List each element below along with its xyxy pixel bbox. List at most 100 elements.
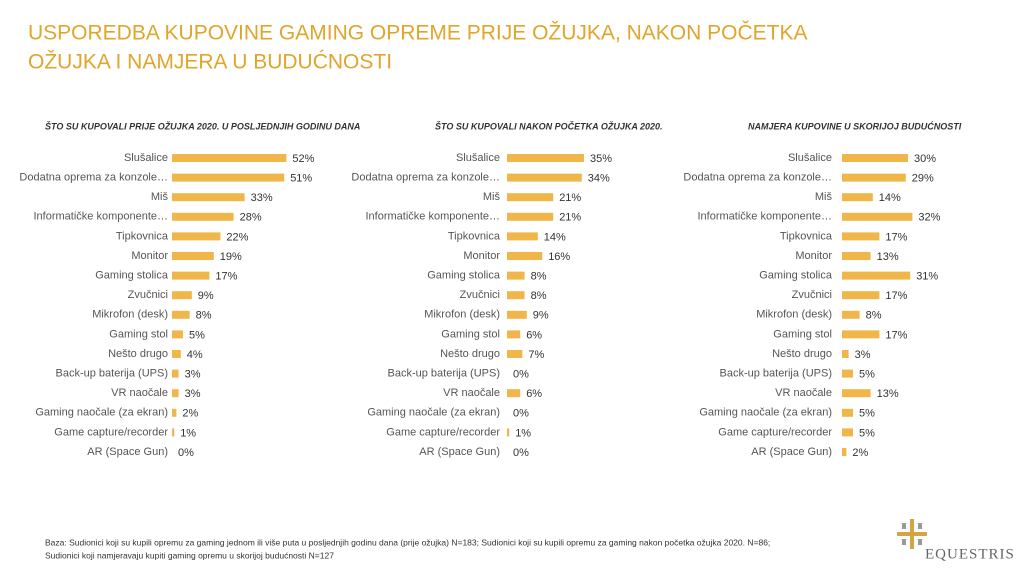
category-label: Back-up baterija (UPS) [56,368,169,380]
value-label: 51% [290,173,312,185]
category-label: Dodatna oprema za konzole… [19,172,168,184]
value-label: 13% [877,251,899,263]
category-label: Miš [815,191,833,203]
category-label: Miš [151,191,169,203]
category-label: Gaming stolica [427,270,501,282]
value-label: 33% [251,192,273,204]
value-label: 2% [182,408,198,420]
value-label: 9% [533,310,549,322]
bar [507,154,584,162]
bar [172,350,181,358]
value-label: 28% [240,212,262,224]
bar [172,408,177,417]
category-label: Gaming naočale (za ekran) [35,407,168,419]
bar [172,330,183,339]
value-label: 3% [855,349,871,361]
value-label: 1% [515,427,531,439]
bar [842,448,847,456]
value-label: 7% [528,349,544,361]
value-label: 8% [531,271,547,283]
value-label: 6% [526,329,542,341]
category-label: Mikrofon (desk) [92,309,168,321]
value-label: 5% [859,408,875,420]
value-label: 9% [198,290,214,302]
category-label: Monitor [795,250,832,262]
value-label: 22% [226,231,248,243]
category-label: Mikrofon (desk) [424,309,500,321]
logo-text: EQUESTRIS [925,546,1015,562]
bar [507,193,554,202]
bar [842,369,853,378]
category-label: Gaming naočale (za ekran) [699,407,832,419]
panel-title: ŠTO SU KUPOVALI NAKON POČETKA OŽUJKA 202… [435,120,663,131]
value-label: 5% [859,369,875,381]
bar [507,330,521,339]
bar [172,154,287,162]
value-label: 0% [513,447,529,459]
value-label: 5% [189,329,205,341]
value-label: 6% [526,388,542,400]
value-label: 5% [859,427,875,439]
value-label: 29% [912,173,934,185]
value-label: 17% [885,231,907,243]
panel-title: NAMJERA KUPOVINE U SKORIJOJ BUDUĆNOSTI [748,120,962,131]
value-label: 3% [185,369,201,381]
value-label: 8% [196,310,212,322]
bar [507,389,521,398]
footnote: Sudionici koji namjeravaju kupiti gaming… [45,550,334,560]
category-label: Gaming stolica [759,270,833,282]
bar [507,291,525,300]
footnote: Baza: Sudionici koji su kupili opremu za… [45,537,770,547]
category-label: Dodatna oprema za konzole… [351,172,500,184]
category-label: Informatičke komponente… [33,211,168,223]
category-label: Game capture/recorder [54,426,168,438]
bar [842,428,853,437]
category-label: Nešto drugo [440,348,500,360]
bar [842,271,911,280]
bar [172,173,285,182]
bar [842,193,873,202]
category-label: Zvučnici [792,289,832,301]
bar [842,173,906,182]
bar [172,389,179,398]
value-label: 0% [513,369,529,381]
panel-title: ŠTO SU KUPOVALI PRIJE OŽUJKA 2020. U POS… [45,120,360,131]
category-label: Monitor [131,250,168,262]
value-label: 3% [185,388,201,400]
value-label: 8% [866,310,882,322]
value-label: 13% [877,388,899,400]
bar [172,232,221,241]
value-label: 32% [918,212,940,224]
value-label: 8% [531,290,547,302]
value-label: 34% [588,173,610,185]
value-label: 4% [187,349,203,361]
category-label: Mikrofon (desk) [756,309,832,321]
bar [507,232,538,241]
category-label: Dodatna oprema za konzole… [683,172,832,184]
category-label: Gaming stol [109,328,168,340]
category-label: Tipkovnica [780,230,833,242]
category-label: Zvučnici [128,289,168,301]
value-label: 31% [916,271,938,283]
bar [172,271,210,280]
value-label: 21% [559,212,581,224]
category-label: Gaming stolica [95,270,169,282]
value-label: 30% [914,153,936,165]
bar [842,350,849,358]
category-label: AR (Space Gun) [87,446,168,458]
category-label: Slušalice [456,152,500,164]
bar [172,291,192,300]
category-label: Slušalice [124,152,168,164]
bar [507,310,527,319]
value-label: 52% [292,153,314,165]
category-label: Monitor [463,250,500,262]
category-label: Miš [483,191,501,203]
value-label: 19% [220,251,242,263]
value-label: 14% [879,192,901,204]
value-label: 16% [548,251,570,263]
category-label: Gaming stol [773,328,832,340]
category-label: VR naočale [443,387,500,399]
bar [507,173,582,182]
bar [842,330,880,339]
